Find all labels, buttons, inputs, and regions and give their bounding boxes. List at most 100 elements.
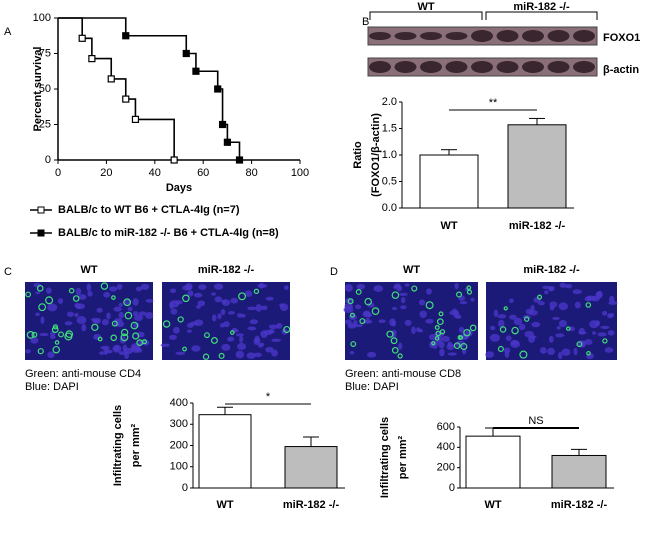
panel-letter: C — [4, 266, 12, 278]
stained-cell — [364, 297, 372, 306]
y-axis-label: Ratio — [352, 141, 364, 169]
blot-band — [471, 61, 493, 73]
stained-cell — [238, 292, 246, 301]
y-tick-label: 50 — [39, 83, 51, 95]
stained-cell — [537, 294, 543, 300]
nucleus — [90, 317, 101, 322]
stained-cell — [371, 307, 380, 315]
blot-band — [369, 61, 391, 73]
survival-line — [58, 17, 241, 160]
stained-cell — [64, 332, 73, 341]
significance-label: * — [266, 391, 271, 403]
stained-cell — [132, 332, 140, 340]
stained-cell — [435, 330, 441, 337]
stained-cell — [438, 311, 444, 317]
stain-label: Blue: DAPI — [345, 381, 399, 393]
y-tick-label: 75 — [39, 47, 51, 59]
y-tick-label: 25 — [39, 118, 51, 130]
nucleus — [81, 323, 87, 332]
nucleus — [284, 285, 289, 290]
nucleus — [76, 306, 81, 310]
nucleus — [458, 295, 466, 301]
nucleus — [344, 319, 352, 325]
survival-marker — [192, 67, 200, 75]
nucleus — [211, 314, 217, 322]
nucleus — [197, 300, 206, 307]
nucleus — [378, 319, 386, 324]
nucleus — [227, 311, 235, 315]
nucleus — [66, 311, 74, 318]
nucleus — [393, 285, 398, 289]
survival-marker — [122, 32, 130, 40]
stained-cell — [359, 318, 366, 325]
nucleus — [438, 341, 445, 349]
nucleus — [344, 284, 353, 292]
bar — [507, 124, 567, 209]
survival-marker — [88, 55, 96, 63]
legend-marker — [37, 229, 45, 237]
nucleus — [25, 349, 31, 354]
nucleus — [173, 326, 180, 334]
stained-cell — [182, 294, 190, 303]
nucleus — [265, 296, 274, 301]
nucleus — [602, 310, 608, 316]
nucleus — [557, 351, 563, 360]
stained-cell — [91, 323, 99, 332]
nucleus — [509, 298, 514, 304]
x-axis-label: Days — [166, 182, 192, 194]
y-axis-label: per mm² — [130, 423, 142, 467]
stained-cell — [202, 353, 210, 360]
nucleus — [498, 319, 505, 328]
nucleus — [609, 295, 615, 304]
nucleus — [76, 316, 87, 325]
blot-band — [394, 61, 417, 73]
survival-marker — [223, 138, 231, 146]
y-tick-label: 200 — [437, 462, 455, 474]
nucleus — [604, 347, 614, 353]
nucleus — [530, 305, 535, 311]
stain-label: Blue: DAPI — [25, 381, 79, 393]
nucleus — [398, 292, 408, 296]
y-axis-label: Infiltrating cells — [112, 405, 124, 486]
blot-band — [420, 61, 442, 73]
blot-band — [471, 30, 493, 42]
y-tick-label: 0 — [182, 482, 188, 494]
nucleus — [485, 351, 495, 358]
stained-cell — [386, 330, 394, 338]
nucleus — [140, 283, 150, 290]
stained-cell — [37, 348, 44, 355]
stained-cell — [463, 328, 471, 337]
stain-label: Green: anti-mouse CD8 — [345, 368, 461, 380]
stained-cell — [45, 296, 54, 305]
nucleus — [595, 291, 603, 299]
nucleus — [196, 304, 201, 309]
stained-cell — [391, 346, 399, 354]
nucleus — [607, 330, 615, 336]
blot-band — [547, 30, 570, 42]
nucleus — [112, 344, 122, 353]
nucleus — [600, 325, 610, 329]
stained-cell — [585, 302, 592, 308]
nucleus — [182, 285, 193, 291]
nucleus — [221, 343, 231, 351]
x-tick-label: WT — [440, 220, 457, 232]
stained-cell — [182, 346, 187, 352]
nucleus — [470, 297, 475, 302]
survival-marker — [170, 156, 178, 164]
nucleus — [30, 337, 39, 344]
nucleus — [404, 283, 410, 287]
nucleus — [223, 321, 230, 328]
blot-label: β-actin — [603, 64, 639, 76]
stained-cell — [72, 295, 80, 302]
stained-cell — [511, 326, 519, 335]
nucleus — [235, 333, 244, 337]
nucleus — [493, 309, 499, 318]
nucleus — [268, 329, 275, 334]
stained-cell — [397, 353, 403, 359]
panel-letter: D — [330, 266, 338, 278]
nucleus — [548, 335, 554, 343]
blot-label: FOXO1 — [603, 32, 640, 44]
nucleus — [391, 306, 398, 311]
nucleus — [221, 299, 231, 307]
nucleus — [93, 333, 102, 341]
